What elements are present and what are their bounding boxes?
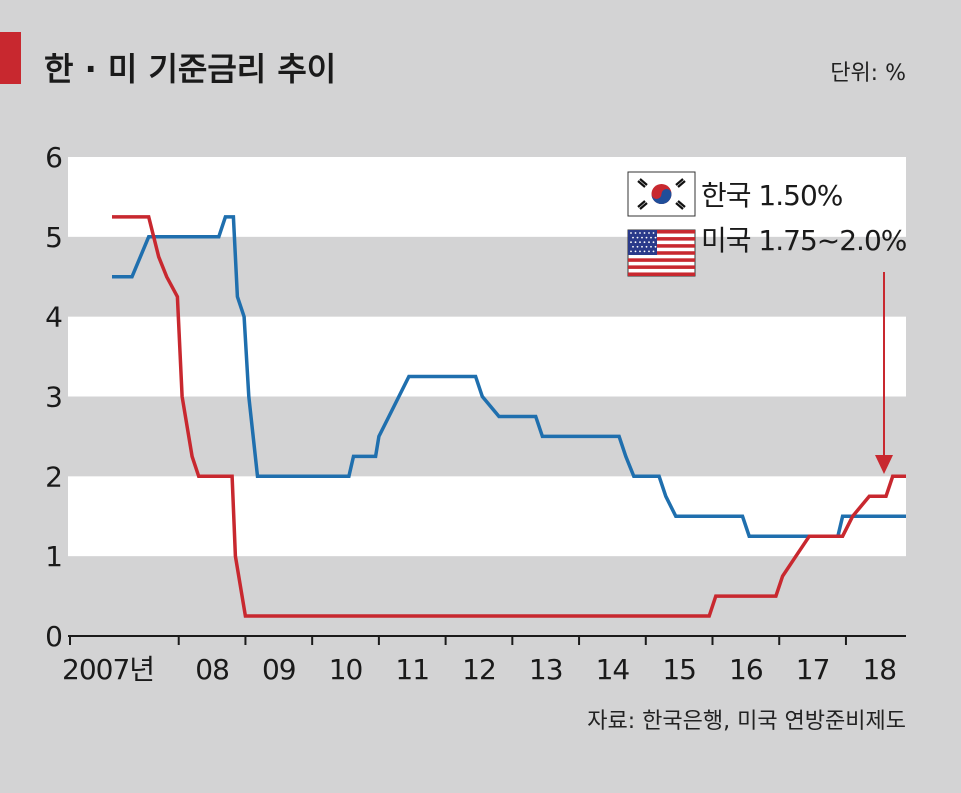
background-bands (68, 157, 906, 557)
series-korea-line (112, 215, 906, 538)
x-tick-label: 14 (596, 653, 630, 686)
x-tick-label: 18 (862, 653, 896, 686)
x-tick-label: 16 (729, 653, 763, 686)
band-1-2 (68, 476, 906, 557)
x-tick-label: 17 (796, 653, 830, 686)
y-tick-label: 6 (45, 141, 62, 174)
x-tick-label: 11 (395, 653, 429, 686)
x-tick-label: 15 (662, 653, 696, 686)
series-lines (112, 215, 906, 618)
legend-korea-label: 한국 1.50% (701, 179, 843, 212)
y-axis-tick-labels: 0 1 2 3 4 5 6 (45, 141, 63, 653)
x-tick-label: 09 (262, 653, 296, 686)
annotation-arrow (875, 272, 893, 474)
x-axis-ticks: 2007년 08 09 10 11 12 13 14 15 16 17 18 (62, 636, 897, 686)
band-3-4 (68, 316, 906, 397)
korea-flag-icon (627, 171, 696, 217)
source-note: 자료: 한국은행, 미국 연방준비제도 (587, 709, 906, 734)
x-tick-label: 08 (195, 653, 229, 686)
legend-us-label: 미국 1.75~2.0% (701, 224, 907, 257)
y-tick-label: 0 (45, 620, 62, 653)
band-5-6 (68, 157, 906, 237)
series-us-line (112, 215, 906, 618)
legend: 한국 1.50% 미국 1.75~2.0% (627, 171, 908, 277)
unit-label: 단위: % (830, 61, 906, 86)
x-tick-label: 12 (462, 653, 496, 686)
x-tick-label: 2007년 (62, 653, 154, 686)
y-tick-label: 1 (45, 540, 62, 573)
y-tick-label: 2 (45, 460, 62, 493)
title-accent-bar (0, 32, 21, 84)
us-flag-icon (627, 229, 696, 277)
y-tick-label: 5 (45, 221, 62, 254)
y-tick-label: 4 (45, 301, 62, 334)
chart-title: 한 · 미 기준금리 추이 (44, 50, 336, 88)
x-tick-label: 13 (529, 653, 563, 686)
y-tick-label: 3 (45, 381, 62, 414)
x-tick-label: 10 (329, 653, 363, 686)
